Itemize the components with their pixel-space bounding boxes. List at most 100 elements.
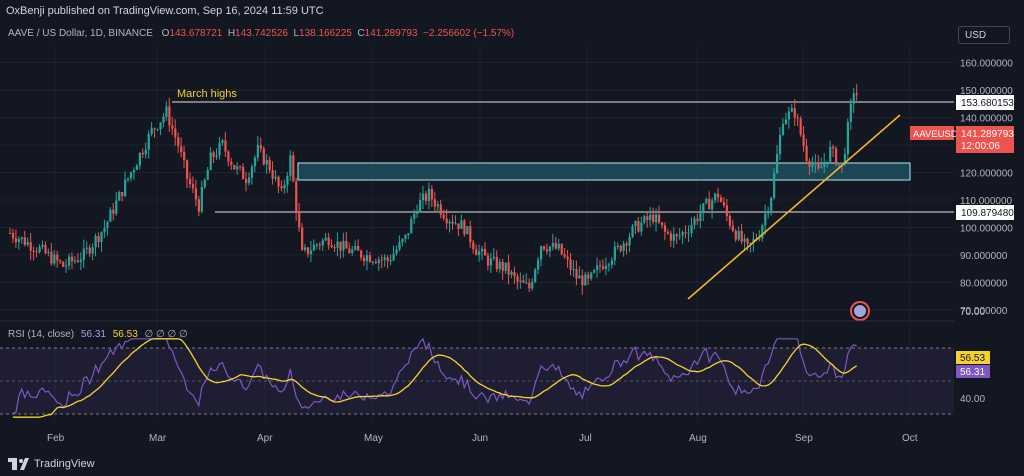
svg-text:153.680153: 153.680153	[961, 98, 1014, 109]
candle-body	[121, 192, 124, 197]
svg-text:56.53: 56.53	[960, 353, 985, 364]
candle-body	[156, 129, 159, 131]
candle-body	[625, 243, 628, 246]
candle-body	[330, 245, 333, 248]
price-label-low: 109.879480	[956, 205, 1014, 220]
candle-body	[410, 218, 413, 234]
candle-body	[165, 106, 168, 117]
candle-body	[76, 260, 80, 262]
candle-body	[486, 255, 490, 266]
candle-body	[47, 251, 50, 253]
svg-text:56.31: 56.31	[960, 367, 985, 378]
candle-body	[162, 116, 165, 123]
rsi-value-label: 56.31	[956, 365, 990, 378]
candle-body	[749, 242, 752, 244]
candle-body	[436, 204, 439, 207]
candle-body	[422, 193, 425, 200]
candle-body	[262, 148, 265, 165]
candle-body	[457, 223, 460, 229]
candle-body	[628, 236, 631, 246]
candle-body	[20, 237, 23, 240]
time-tick: Mar	[149, 433, 167, 444]
candle-body	[127, 178, 130, 180]
candle-body	[840, 162, 844, 165]
price-tick: 140.000000	[960, 114, 1013, 125]
candle-body	[483, 248, 487, 256]
candle-body	[407, 233, 410, 235]
candle-body	[811, 164, 814, 167]
candle-body	[147, 133, 150, 150]
time-tick: Jun	[472, 433, 488, 444]
svg-text:12:00:06: 12:00:06	[961, 141, 1000, 152]
candle-body	[643, 216, 646, 223]
candle-body	[649, 214, 652, 221]
candle-body	[62, 261, 65, 267]
candle-body	[194, 188, 198, 200]
candle-body	[534, 269, 537, 282]
candle-body	[424, 193, 428, 201]
candle-body	[501, 261, 504, 271]
rsi-title[interactable]: RSI (14, close)	[8, 329, 75, 340]
rsi-ma-line	[12, 338, 858, 418]
candle-body	[820, 166, 823, 169]
candle-body	[342, 240, 345, 251]
candle-body	[419, 199, 422, 213]
svg-text:109.879480: 109.879480	[961, 208, 1014, 219]
rsi-tick-70: 70.00	[960, 307, 985, 318]
main-chart[interactable]: March highs 160.000000 150.000000 140.0000…	[0, 0, 1024, 452]
candle-body	[97, 236, 100, 243]
candle-body	[32, 250, 35, 252]
candle-body	[224, 140, 227, 152]
candle-body	[345, 240, 348, 249]
candle-body	[215, 155, 218, 157]
candle-body	[357, 246, 360, 251]
candle-body	[135, 165, 139, 171]
candle-body	[82, 248, 85, 260]
candle-body	[336, 241, 339, 248]
candle-body	[401, 239, 404, 242]
candle-body	[383, 257, 386, 260]
symbol-legend[interactable]: AAVE / US Dollar, 1D, BINANCE O143.67872…	[8, 28, 514, 39]
time-axis[interactable]: Feb Mar Apr May Jun Jul Aug Sep Oct	[47, 433, 918, 444]
currency-button[interactable]: USD	[958, 26, 1010, 44]
candle-body	[478, 251, 481, 256]
price-tick: 70.000000	[960, 306, 1008, 317]
candle-body	[481, 248, 484, 252]
candle-body	[631, 226, 634, 237]
candle-body	[781, 123, 785, 135]
tradingview-logo-icon	[8, 458, 29, 470]
candle-body	[545, 249, 549, 252]
candle-body	[663, 225, 667, 232]
candle-body	[29, 242, 32, 251]
candle-body	[138, 152, 141, 166]
candle-body	[528, 282, 531, 289]
candle-body	[106, 221, 109, 229]
candle-body	[542, 246, 546, 250]
candle-body	[855, 93, 858, 96]
logo-badge-icon[interactable]	[850, 301, 870, 321]
tradingview-logo[interactable]: TradingView	[8, 458, 95, 470]
rsi-legend[interactable]: RSI (14, close) 56.31 56.53 ∅ ∅ ∅ ∅	[8, 329, 188, 340]
candle-body	[472, 242, 475, 250]
candle-body	[70, 256, 74, 262]
candle-body	[808, 160, 811, 167]
candle-body	[171, 125, 174, 129]
candle-body	[773, 173, 776, 198]
candle-body	[168, 106, 171, 126]
candle-body	[519, 280, 522, 282]
candle-body	[442, 214, 445, 219]
candle-body	[784, 119, 788, 124]
candle-body	[180, 146, 183, 153]
svg-text:AAVEUSD: AAVEUSD	[913, 129, 958, 140]
candle-body	[719, 197, 723, 203]
candle-body	[578, 275, 581, 279]
candle-body	[740, 230, 743, 242]
candle-body	[191, 184, 195, 189]
candle-body	[593, 270, 596, 273]
candle-body	[711, 200, 714, 210]
candle-body	[250, 166, 254, 178]
candle-body	[118, 192, 121, 201]
price-tick: 80.000000	[960, 279, 1008, 290]
candle-body	[227, 151, 230, 162]
symbol-title[interactable]: AAVE / US Dollar, 1D, BINANCE	[8, 28, 153, 39]
